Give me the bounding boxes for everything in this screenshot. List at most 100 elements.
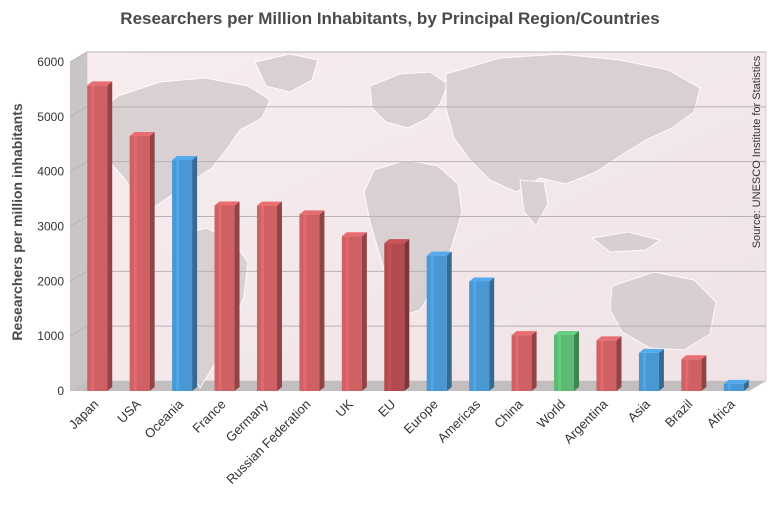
bar-side bbox=[276, 201, 282, 391]
bar-front bbox=[256, 205, 277, 391]
bar-side bbox=[743, 379, 749, 391]
bar-top bbox=[384, 239, 410, 244]
bar-highlight bbox=[260, 205, 264, 391]
plot-floor bbox=[70, 381, 766, 391]
bar-top bbox=[681, 355, 707, 360]
bar-japan bbox=[87, 81, 113, 392]
gridline-wall bbox=[69, 161, 88, 173]
bar-side bbox=[234, 201, 240, 391]
map-asia bbox=[445, 53, 701, 193]
y-axis-ticks: 0 1000 2000 3000 4000 5000 6000 bbox=[37, 55, 64, 398]
bar-highlight bbox=[303, 214, 307, 391]
bar-top bbox=[129, 131, 155, 136]
bar-usa bbox=[129, 131, 155, 392]
bar-side bbox=[446, 251, 452, 391]
gridline-wall bbox=[69, 51, 88, 63]
bar-france bbox=[214, 201, 240, 391]
bar-highlight bbox=[176, 160, 180, 391]
bar-top bbox=[426, 251, 452, 256]
bar-front bbox=[87, 85, 108, 392]
x-tick-label: Russian Federation bbox=[223, 397, 313, 487]
bar-front bbox=[129, 135, 150, 391]
bar-highlight bbox=[515, 335, 519, 391]
bar-africa bbox=[723, 379, 749, 391]
bar-argentina bbox=[596, 336, 622, 391]
y-tick-label: 3000 bbox=[37, 220, 64, 234]
bar-highlight bbox=[558, 334, 562, 391]
bar-germany bbox=[256, 201, 282, 391]
bar-front bbox=[299, 214, 320, 391]
gridline-wall bbox=[69, 216, 88, 227]
x-tick-label: China bbox=[491, 396, 526, 431]
bar-highlight bbox=[727, 383, 731, 391]
x-tick-label: France bbox=[189, 397, 228, 436]
bar-highlight bbox=[685, 359, 689, 391]
bar-brazil bbox=[681, 355, 707, 391]
bar-russian-federation bbox=[299, 210, 325, 391]
bar-front bbox=[426, 255, 447, 391]
bar-front bbox=[554, 334, 575, 391]
x-tick-label: EU bbox=[375, 397, 398, 420]
bar-world bbox=[554, 330, 580, 391]
map-europe bbox=[369, 71, 449, 129]
x-tick-label: World bbox=[534, 397, 568, 431]
bar-front bbox=[723, 383, 744, 391]
bar-front bbox=[681, 359, 702, 391]
bar-side bbox=[107, 81, 113, 392]
bar-highlight bbox=[600, 340, 604, 391]
bar-eu bbox=[384, 239, 410, 391]
bar-front bbox=[469, 281, 490, 391]
gridline-wall bbox=[69, 106, 88, 118]
bar-top bbox=[87, 81, 113, 86]
bar-side bbox=[404, 239, 410, 391]
y-tick-label: 5000 bbox=[37, 110, 64, 124]
bar-highlight bbox=[430, 255, 434, 391]
bar-top bbox=[554, 330, 580, 335]
x-tick-label: Africa bbox=[704, 396, 739, 431]
bar-front bbox=[596, 340, 617, 391]
bar-europe bbox=[426, 251, 452, 391]
bar-highlight bbox=[388, 243, 392, 391]
bar-top bbox=[469, 277, 495, 282]
gridline-wall bbox=[69, 270, 88, 282]
map-greenland bbox=[254, 53, 319, 93]
bar-side bbox=[192, 156, 198, 391]
bars bbox=[87, 81, 749, 392]
bar-top bbox=[723, 379, 749, 384]
bar-highlight bbox=[218, 205, 222, 391]
x-tick-label: USA bbox=[114, 396, 144, 426]
bar-china bbox=[511, 331, 537, 391]
bar-side bbox=[531, 331, 537, 391]
bar-side bbox=[361, 232, 367, 391]
y-tick-label: 4000 bbox=[37, 165, 64, 179]
y-tick-label: 6000 bbox=[37, 55, 64, 69]
bar-top bbox=[638, 348, 664, 353]
bar-side bbox=[574, 330, 580, 391]
bar-oceania bbox=[172, 156, 198, 391]
source-note: Source: UNESCO Institute for Statistics bbox=[751, 55, 763, 248]
x-tick-label: Japan bbox=[66, 397, 102, 433]
x-tick-label: Asia bbox=[625, 396, 654, 425]
bar-top bbox=[299, 210, 325, 215]
map-india bbox=[519, 179, 549, 227]
bar-asia bbox=[638, 348, 664, 391]
bar-front bbox=[172, 160, 193, 391]
chart-title: Researchers per Million Inhabitants, by … bbox=[120, 9, 659, 28]
bar-top bbox=[214, 201, 240, 206]
bar-front bbox=[214, 205, 235, 391]
map-australia bbox=[609, 271, 717, 351]
bar-highlight bbox=[473, 281, 477, 391]
bar-side bbox=[149, 131, 155, 392]
bar-highlight bbox=[642, 352, 646, 391]
gridlines bbox=[69, 51, 766, 337]
y-tick-label: 2000 bbox=[37, 274, 64, 288]
bar-top bbox=[596, 336, 622, 341]
x-tick-label: Europe bbox=[401, 397, 441, 437]
bar-top bbox=[511, 331, 537, 336]
x-tick-label: Americas bbox=[434, 396, 483, 445]
bar-side bbox=[658, 348, 664, 391]
bar-side bbox=[319, 210, 325, 391]
bar-highlight bbox=[91, 85, 95, 392]
